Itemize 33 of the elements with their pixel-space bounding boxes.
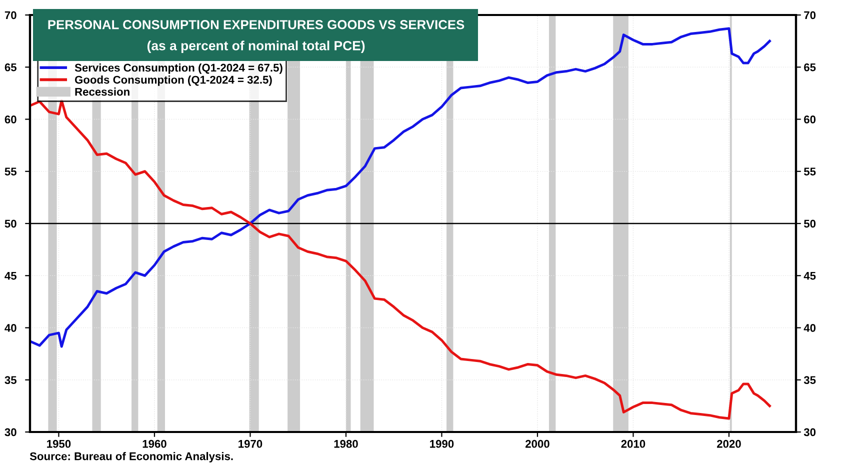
y-tick-label: 30 — [4, 428, 16, 436]
y2-tick-label: 70 — [804, 11, 816, 20]
x-tick-label: 1980 — [334, 440, 358, 448]
y2-tick-label: 55 — [804, 168, 816, 176]
y-tick-label: 65 — [4, 63, 16, 72]
legend-label: Services Consumption (Q1-2024 = 67.5) — [74, 64, 282, 74]
line-series — [30, 99, 771, 420]
source-note: Source: Bureau of Economic Analysis. — [30, 452, 233, 462]
y-tick-label: 45 — [4, 272, 16, 280]
y-tick-label: 55 — [4, 168, 16, 176]
y-tick-label: 35 — [4, 376, 16, 384]
x-tick-label: 2020 — [717, 440, 741, 448]
text: (as a percent of nominal total PCE) — [147, 40, 365, 53]
x-tick-label: 1960 — [142, 440, 166, 448]
y2-tick-label: 65 — [804, 63, 816, 72]
y2-tick-label: 60 — [804, 116, 816, 124]
y-tick-label: 70 — [4, 11, 16, 20]
legend-label: Goods Consumption (Q1-2024 = 32.5) — [74, 76, 272, 86]
x-tick-label: 1990 — [430, 440, 454, 448]
y2-tick-label: 40 — [804, 324, 816, 332]
y2-tick-label: 50 — [804, 220, 816, 228]
y-tick-label: 50 — [4, 220, 16, 228]
y2-tick-label: 35 — [804, 376, 816, 384]
band-label: Recession — [75, 88, 130, 96]
y-tick-label: 60 — [4, 116, 16, 124]
x-tick-label: 2010 — [621, 440, 646, 448]
y2-tick-label: 45 — [804, 272, 816, 280]
chart-title: PERSONAL CONSUMPTION EXPENDITURES GOODS VS SERVICES — [48, 20, 464, 30]
x-tick-label: 1970 — [238, 440, 262, 448]
y2-tick-label: 30 — [804, 428, 816, 436]
x-tick-label: 1950 — [47, 440, 71, 448]
y-tick-label: 40 — [4, 324, 16, 332]
x-tick-label: 2000 — [526, 440, 550, 448]
